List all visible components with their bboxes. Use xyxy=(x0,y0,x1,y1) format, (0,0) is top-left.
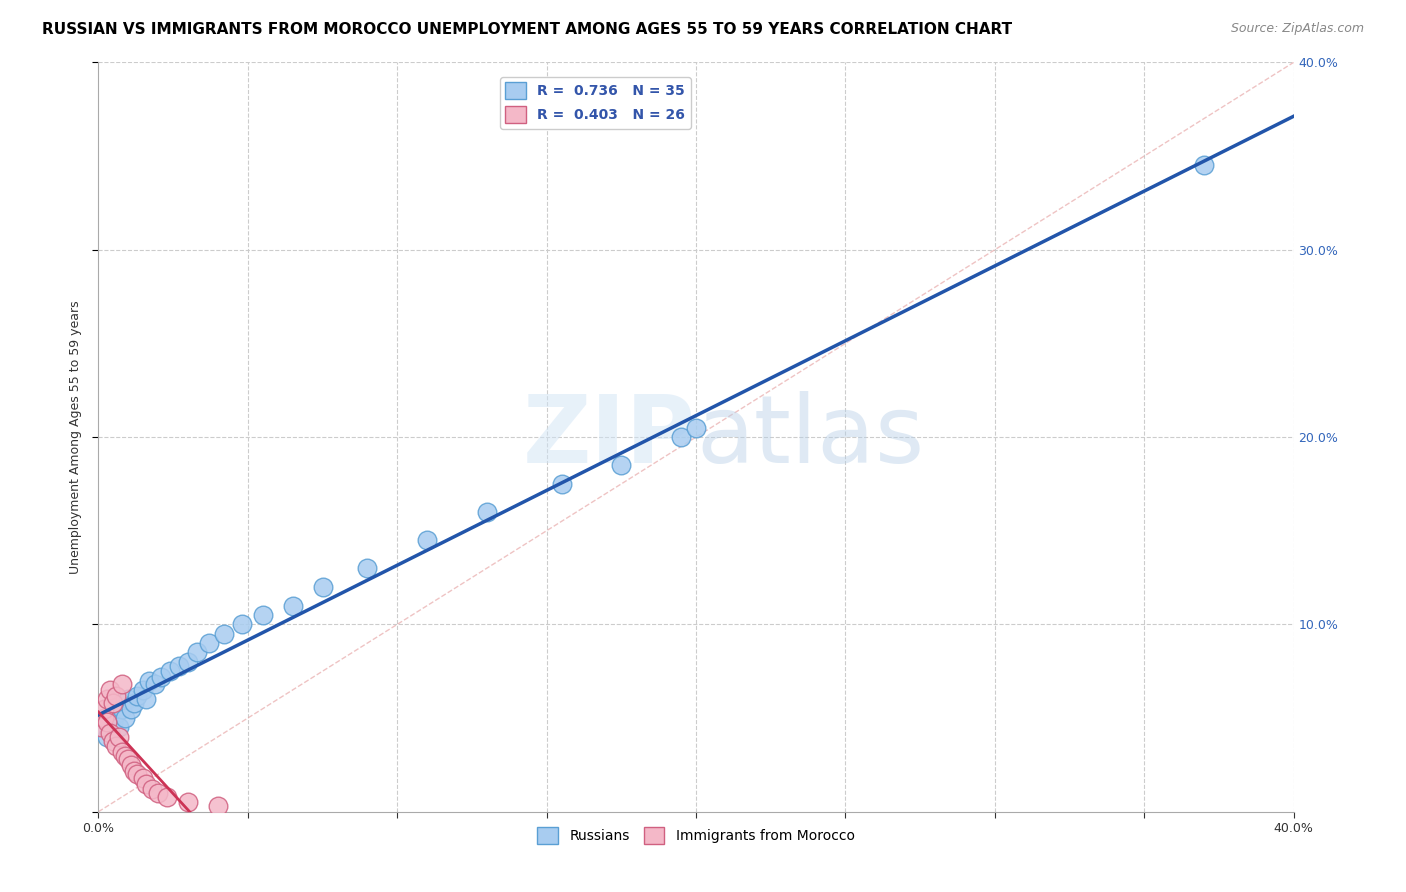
Point xyxy=(90,721,112,735)
Point xyxy=(311,580,333,594)
Point xyxy=(117,692,139,706)
Point xyxy=(117,752,139,766)
Point xyxy=(281,599,304,613)
Point xyxy=(1192,159,1215,173)
Point xyxy=(103,714,125,729)
Point xyxy=(111,701,134,715)
Point xyxy=(111,745,134,759)
Text: ZIP: ZIP xyxy=(523,391,696,483)
Point xyxy=(135,692,157,706)
Point xyxy=(124,696,146,710)
Point xyxy=(156,789,179,804)
Point xyxy=(475,505,498,519)
Point xyxy=(416,533,439,547)
Point xyxy=(96,714,118,729)
Point xyxy=(105,707,128,722)
Point xyxy=(207,799,229,814)
Point xyxy=(132,683,155,698)
Point xyxy=(550,476,572,491)
Point xyxy=(93,711,115,725)
Point xyxy=(198,636,221,650)
Point xyxy=(98,726,122,740)
Legend: Russians, Immigrants from Morocco: Russians, Immigrants from Morocco xyxy=(531,822,860,850)
Point xyxy=(186,646,208,660)
Point xyxy=(93,701,115,715)
Point xyxy=(108,721,131,735)
Text: Source: ZipAtlas.com: Source: ZipAtlas.com xyxy=(1230,22,1364,36)
Point xyxy=(108,730,131,744)
Point xyxy=(103,733,125,747)
Y-axis label: Unemployment Among Ages 55 to 59 years: Unemployment Among Ages 55 to 59 years xyxy=(69,301,82,574)
Point xyxy=(143,677,166,691)
Point xyxy=(98,711,122,725)
Point xyxy=(105,689,128,703)
Point xyxy=(685,421,707,435)
Point xyxy=(356,561,378,575)
Point xyxy=(114,748,136,763)
Point xyxy=(212,626,235,640)
Point xyxy=(127,689,149,703)
Point xyxy=(177,655,200,669)
Point xyxy=(93,721,115,735)
Point xyxy=(177,796,200,810)
Point xyxy=(167,658,190,673)
Point xyxy=(114,711,136,725)
Point xyxy=(98,683,122,698)
Point xyxy=(669,430,692,444)
Point xyxy=(124,764,146,778)
Point xyxy=(96,730,118,744)
Point xyxy=(159,664,181,679)
Point xyxy=(103,696,125,710)
Point xyxy=(610,458,633,473)
Point xyxy=(132,771,155,785)
Point xyxy=(105,739,128,753)
Point xyxy=(135,776,157,791)
Text: RUSSIAN VS IMMIGRANTS FROM MOROCCO UNEMPLOYMENT AMONG AGES 55 TO 59 YEARS CORREL: RUSSIAN VS IMMIGRANTS FROM MOROCCO UNEMP… xyxy=(42,22,1012,37)
Point xyxy=(138,673,160,688)
Point xyxy=(148,786,170,800)
Point xyxy=(141,782,163,797)
Point xyxy=(120,701,142,715)
Point xyxy=(111,677,134,691)
Point xyxy=(252,608,274,623)
Point xyxy=(127,767,149,781)
Point xyxy=(120,758,142,772)
Point xyxy=(150,670,173,684)
Text: atlas: atlas xyxy=(696,391,924,483)
Point xyxy=(96,692,118,706)
Point xyxy=(231,617,253,632)
